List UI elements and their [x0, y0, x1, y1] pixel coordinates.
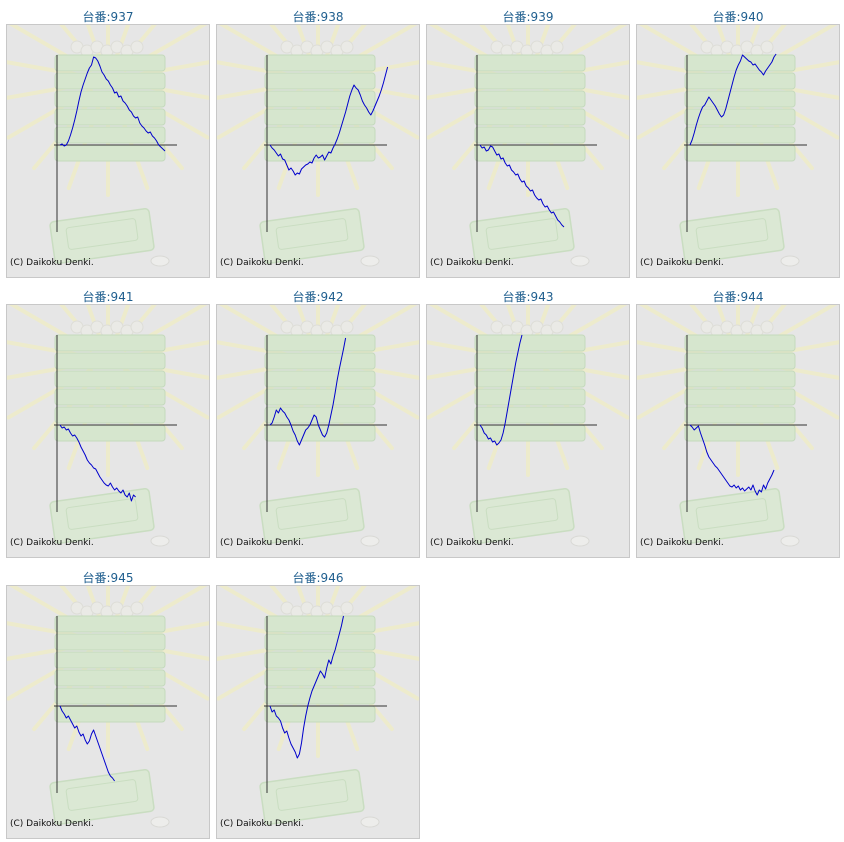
- line-chart: [7, 25, 209, 267]
- machine-chart-panel: 台番:945 (C) Daikoku Denki.: [6, 565, 210, 839]
- line-chart: [427, 25, 629, 267]
- line-chart: [7, 586, 209, 828]
- background-artwork: [427, 305, 629, 547]
- line-chart: [637, 305, 839, 547]
- copyright-credit: (C) Daikoku Denki.: [10, 538, 94, 548]
- background-artwork: [7, 25, 209, 267]
- chart-frame: (C) Daikoku Denki.: [216, 24, 420, 278]
- machine-chart-panel: 台番:944 (C) Daikoku Denki.: [636, 284, 840, 558]
- copyright-credit: (C) Daikoku Denki.: [430, 538, 514, 548]
- chart-frame: (C) Daikoku Denki.: [426, 24, 630, 278]
- line-chart: [427, 305, 629, 547]
- copyright-credit: (C) Daikoku Denki.: [430, 258, 514, 268]
- machine-chart-panel: 台番:941 (C) Daikoku Denki.: [6, 284, 210, 558]
- line-chart: [217, 25, 419, 267]
- chart-frame: (C) Daikoku Denki.: [636, 24, 840, 278]
- copyright-credit: (C) Daikoku Denki.: [220, 258, 304, 268]
- balance-series-line: [59, 705, 116, 782]
- machine-chart-panel: 台番:940 (C) Daikoku Denki.: [636, 4, 840, 278]
- balance-series-line: [269, 66, 389, 176]
- background-artwork: [217, 586, 419, 828]
- line-chart: [637, 25, 839, 267]
- background-artwork: [427, 25, 629, 267]
- machine-number-title[interactable]: 台番:943: [502, 290, 554, 304]
- machine-chart-panel: 台番:943 (C) Daikoku Denki.: [426, 284, 630, 558]
- chart-frame: (C) Daikoku Denki.: [6, 585, 210, 839]
- machine-number-title[interactable]: 台番:940: [712, 10, 764, 24]
- machine-number-title[interactable]: 台番:945: [82, 571, 134, 585]
- chart-frame: (C) Daikoku Denki.: [636, 304, 840, 558]
- machine-chart-panel: 台番:942 (C) Daikoku Denki.: [216, 284, 420, 558]
- balance-series-line: [689, 53, 777, 146]
- balance-series-line: [59, 56, 166, 152]
- chart-frame: (C) Daikoku Denki.: [216, 585, 420, 839]
- background-artwork: [7, 305, 209, 547]
- balance-series-line: [269, 337, 347, 446]
- copyright-credit: (C) Daikoku Denki.: [640, 258, 724, 268]
- machine-number-title[interactable]: 台番:938: [292, 10, 344, 24]
- balance-series-line: [59, 424, 136, 502]
- machine-number-title[interactable]: 台番:946: [292, 571, 344, 585]
- machine-chart-panel: 台番:938 (C) Daikoku Denki.: [216, 4, 420, 278]
- copyright-credit: (C) Daikoku Denki.: [10, 819, 94, 829]
- balance-series-line: [689, 424, 775, 496]
- machine-number-title[interactable]: 台番:942: [292, 290, 344, 304]
- machine-number-title[interactable]: 台番:944: [712, 290, 764, 304]
- line-chart: [7, 305, 209, 547]
- balance-series-line: [479, 144, 565, 228]
- chart-frame: (C) Daikoku Denki.: [426, 304, 630, 558]
- line-chart: [217, 305, 419, 547]
- chart-frame: (C) Daikoku Denki.: [216, 304, 420, 558]
- background-artwork: [217, 305, 419, 547]
- background-artwork: [637, 25, 839, 267]
- machine-number-title[interactable]: 台番:941: [82, 290, 134, 304]
- machine-chart-panel: 台番:937 (C) Daikoku Denki.: [6, 4, 210, 278]
- background-artwork: [7, 586, 209, 828]
- machine-chart-panel: 台番:946 (C) Daikoku Denki.: [216, 565, 420, 839]
- balance-series-line: [479, 334, 523, 446]
- machine-number-title[interactable]: 台番:939: [502, 10, 554, 24]
- background-artwork: [637, 305, 839, 547]
- copyright-credit: (C) Daikoku Denki.: [640, 538, 724, 548]
- chart-frame: (C) Daikoku Denki.: [6, 304, 210, 558]
- copyright-credit: (C) Daikoku Denki.: [220, 819, 304, 829]
- chart-frame: (C) Daikoku Denki.: [6, 24, 210, 278]
- machine-chart-panel: 台番:939 (C) Daikoku Denki.: [426, 4, 630, 278]
- machine-number-title[interactable]: 台番:937: [82, 10, 134, 24]
- line-chart: [217, 586, 419, 828]
- balance-series-line: [269, 615, 344, 759]
- copyright-credit: (C) Daikoku Denki.: [220, 538, 304, 548]
- copyright-credit: (C) Daikoku Denki.: [10, 258, 94, 268]
